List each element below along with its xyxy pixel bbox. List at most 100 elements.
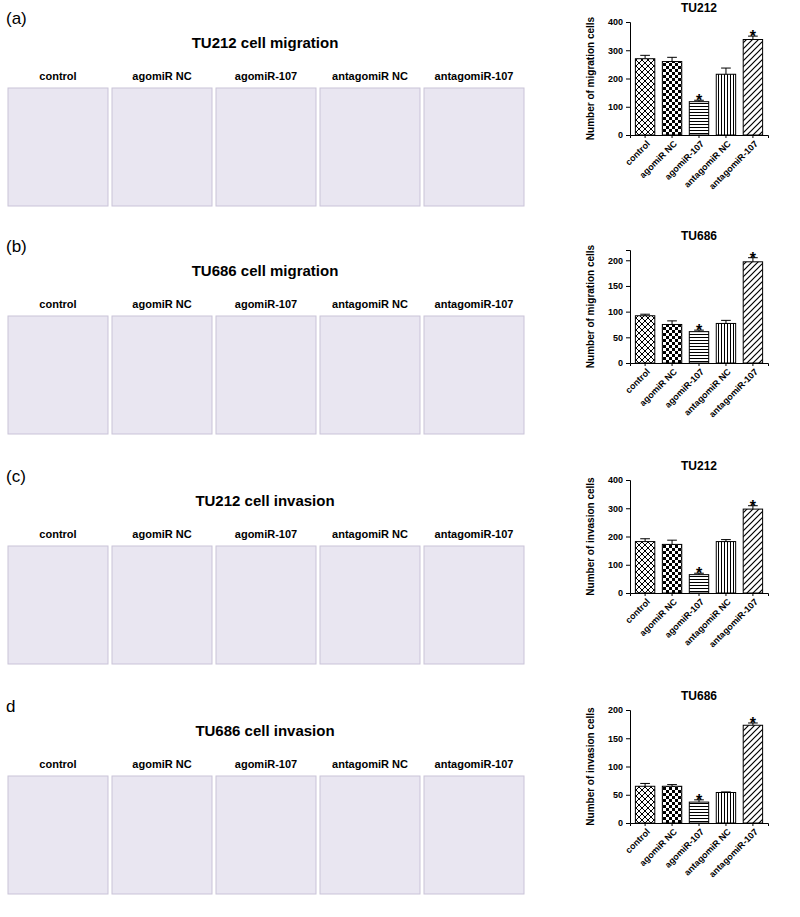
micrograph xyxy=(112,88,212,206)
image-label: agomiR NC xyxy=(132,528,191,540)
micrograph xyxy=(112,546,212,664)
error-bar xyxy=(640,314,650,316)
y-tick-label: 0 xyxy=(618,130,623,140)
y-tick-mark xyxy=(626,50,630,51)
error-bar xyxy=(721,68,731,74)
x-tick-mark xyxy=(725,135,726,138)
x-tick-mark xyxy=(752,135,753,138)
image-label: agomiR-107 xyxy=(235,70,297,82)
y-tick: 100 xyxy=(608,307,630,317)
y-tick: 150 xyxy=(608,734,630,744)
x-tick-mark xyxy=(699,363,700,366)
micrograph xyxy=(216,776,316,894)
image-label: agomiR-107 xyxy=(235,298,297,310)
x-tick-mark xyxy=(672,823,673,826)
x-axis-line xyxy=(631,136,769,139)
x-axis-line xyxy=(631,594,769,597)
y-tick-label: 100 xyxy=(608,102,623,112)
y-tick-label: 300 xyxy=(608,46,623,56)
micrograph xyxy=(8,88,108,206)
significance-mark: * xyxy=(750,498,757,515)
plot-marks xyxy=(635,506,762,593)
panel-label: d xyxy=(6,697,15,716)
x-tick-mark xyxy=(699,593,700,596)
image-label: control xyxy=(39,70,76,82)
y-tick-label: 0 xyxy=(618,358,623,368)
bar xyxy=(635,542,654,593)
y-tick-label: 400 xyxy=(608,17,623,27)
bar xyxy=(635,316,654,363)
significance-mark: * xyxy=(696,565,703,582)
x-tick-mark xyxy=(752,363,753,366)
image-label: antagomiR-107 xyxy=(435,298,514,310)
y-tick-label: 400 xyxy=(608,475,623,485)
panel-label: (b) xyxy=(6,237,27,256)
x-tick-mark xyxy=(699,135,700,138)
image-label: antagomiR NC xyxy=(332,70,408,82)
x-axis: controlagomiR NCagomiR-107antagomiR NCan… xyxy=(623,593,768,649)
y-tick: 400 xyxy=(608,17,630,27)
plot-marks xyxy=(635,723,762,823)
error-bar xyxy=(640,539,650,542)
micrograph xyxy=(424,88,524,206)
micrograph xyxy=(112,776,212,894)
x-axis-line xyxy=(631,824,769,827)
y-tick-label: 100 xyxy=(608,307,623,317)
x-tick-mark xyxy=(645,823,646,826)
micrograph xyxy=(216,546,316,664)
plot-marks xyxy=(635,258,762,363)
panel: dTU686 cell invasioncontrolagomiR NCagom… xyxy=(6,689,769,894)
y-tick-mark xyxy=(626,823,630,824)
x-tick-label: antagomiR NC xyxy=(682,366,733,417)
micrograph xyxy=(112,316,212,434)
bar xyxy=(743,509,762,593)
y-tick-label: 150 xyxy=(608,734,623,744)
x-tick-mark xyxy=(699,823,700,826)
micrograph xyxy=(8,776,108,894)
y-axis: 0 50 100 150 200 xyxy=(608,705,631,828)
y-tick-mark xyxy=(626,22,630,23)
y-tick-mark xyxy=(626,337,630,338)
y-tick-label: 0 xyxy=(618,818,623,828)
x-tick-mark xyxy=(645,363,646,366)
image-label: antagomiR NC xyxy=(332,298,408,310)
image-label: antagomiR-107 xyxy=(435,70,514,82)
y-tick: 0 xyxy=(618,588,630,598)
image-label: control xyxy=(39,758,76,770)
error-bar xyxy=(667,57,677,61)
bar xyxy=(662,786,681,823)
x-tick-label: antagomiR NC xyxy=(682,826,733,877)
image-label: agomiR NC xyxy=(132,758,191,770)
y-tick: 300 xyxy=(608,46,630,56)
x-tick-mark xyxy=(645,593,646,596)
y-tick-label: 200 xyxy=(608,705,623,715)
image-label: control xyxy=(39,298,76,310)
y-tick-mark xyxy=(626,260,630,261)
bar xyxy=(662,324,681,363)
y-tick: 150 xyxy=(608,281,630,291)
y-tick: 200 xyxy=(608,705,630,715)
micrograph xyxy=(424,776,524,894)
y-tick-label: 200 xyxy=(608,256,623,266)
x-tick-mark xyxy=(725,823,726,826)
y-tick-mark xyxy=(626,480,630,481)
chart-title: TU212 xyxy=(681,1,717,15)
y-tick-label: 100 xyxy=(608,762,623,772)
x-tick-mark xyxy=(752,593,753,596)
error-bar xyxy=(667,540,677,544)
y-axis-title: Number of migration cells xyxy=(585,244,596,368)
y-tick-mark xyxy=(626,767,630,768)
x-tick: antagomiR NC xyxy=(682,823,733,878)
x-tick-mark xyxy=(672,135,673,138)
bar xyxy=(662,544,681,593)
y-tick-mark xyxy=(626,135,630,136)
y-tick-label: 50 xyxy=(613,790,623,800)
x-tick-label: antagomiR-107 xyxy=(707,827,760,880)
x-axis: controlagomiR NCagomiR-107antagomiR NCan… xyxy=(623,363,768,419)
x-tick-mark xyxy=(672,363,673,366)
plot-marks xyxy=(635,36,762,135)
y-tick-label: 100 xyxy=(608,560,623,570)
image-label: antagomiR-107 xyxy=(435,758,514,770)
image-label: agomiR-107 xyxy=(235,528,297,540)
x-tick-label: antagomiR NC xyxy=(682,596,733,647)
